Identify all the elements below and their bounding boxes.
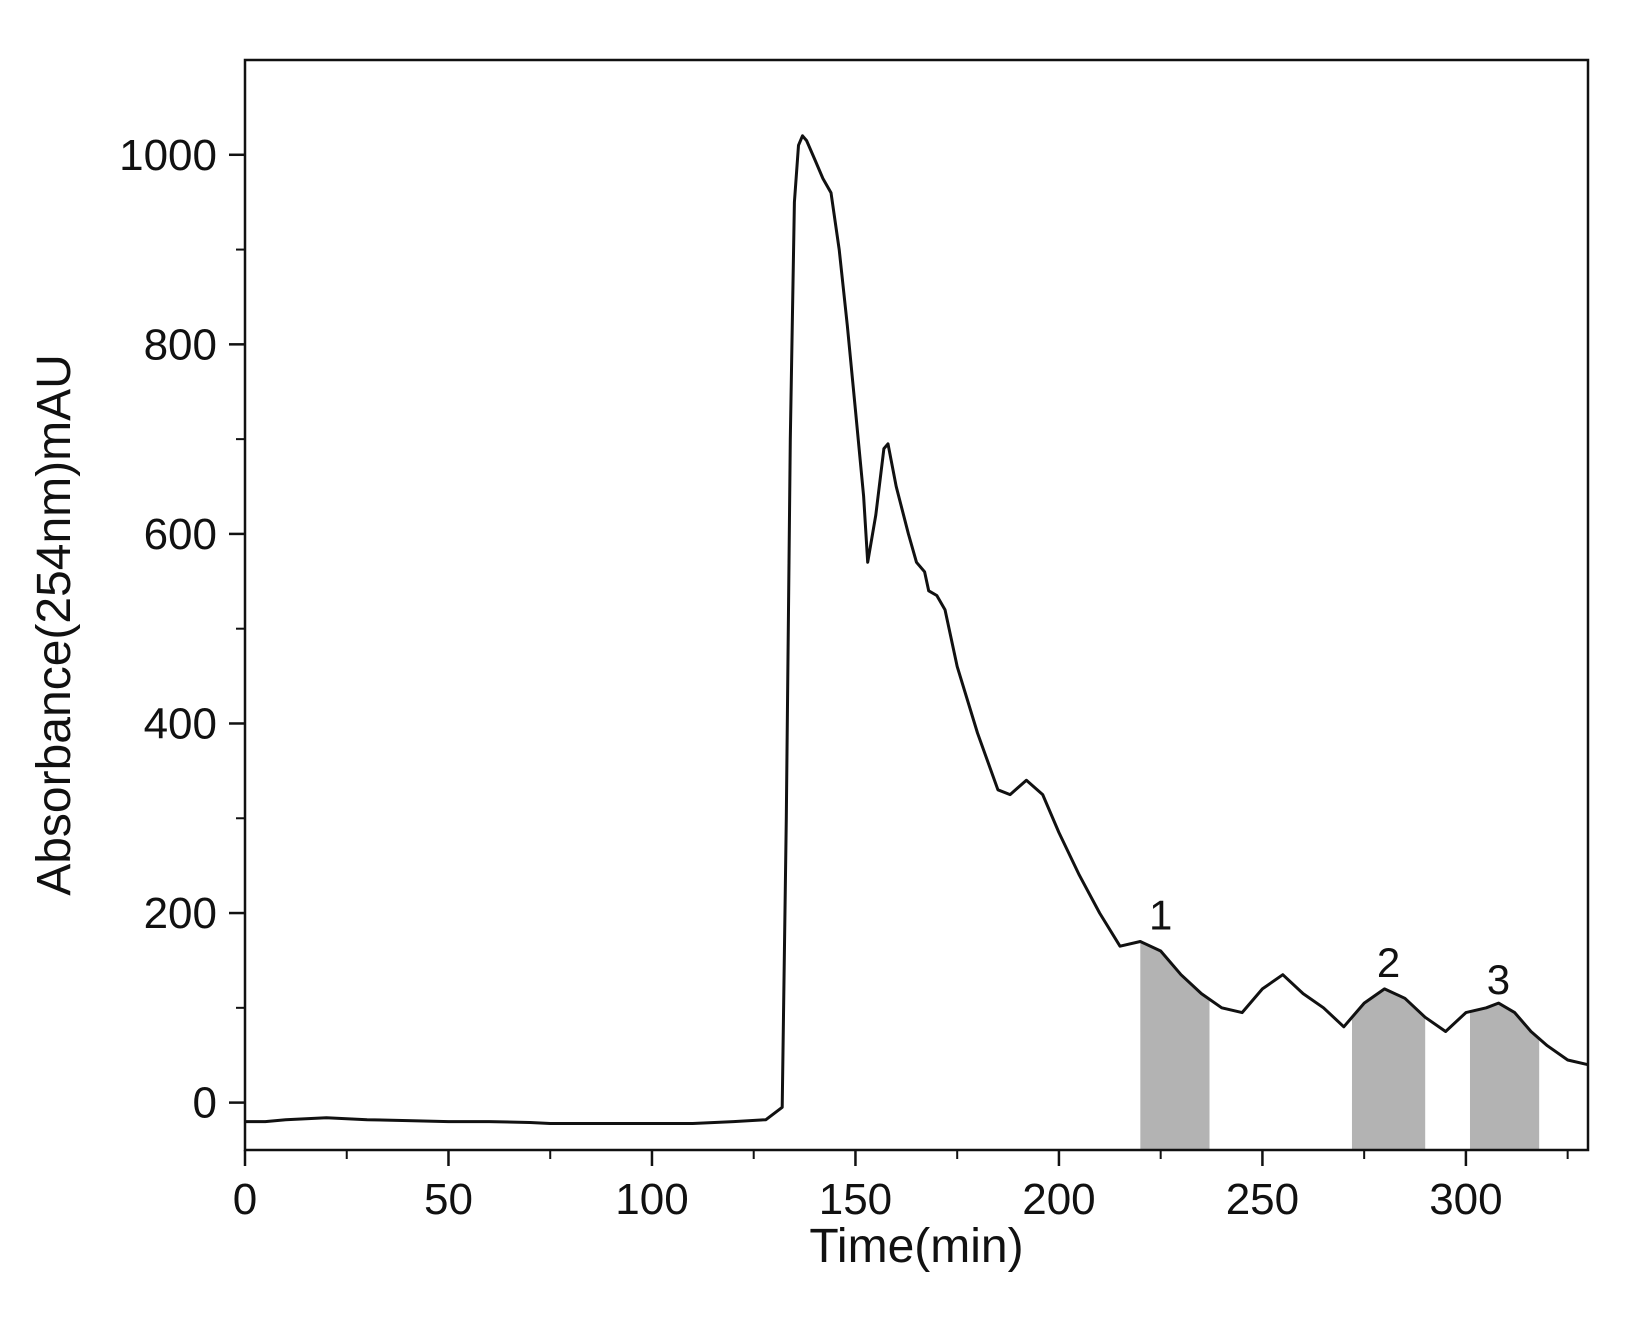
x-tick-label: 100 xyxy=(615,1175,688,1224)
series-line xyxy=(245,134,1589,1125)
shaded-fractions xyxy=(1140,941,1540,1150)
y-tick-label: 1000 xyxy=(119,131,217,180)
fraction-label-2: 2 xyxy=(1377,939,1400,986)
x-tick-label: 150 xyxy=(819,1175,892,1224)
fraction-fill-1 xyxy=(1140,941,1210,1150)
tick-labels: 0 50 100 150 200 250 300 0 200 400 600 800 1000 xyxy=(119,131,1503,1224)
x-tick-label: 250 xyxy=(1226,1175,1299,1224)
absorbance-trace xyxy=(245,134,1589,1125)
plot-frame xyxy=(243,58,1590,1152)
axis-ticks xyxy=(229,153,1569,1166)
y-tick-label: 800 xyxy=(144,320,217,369)
y-axis-title: Absorbance(254nm)mAU xyxy=(28,354,81,896)
y-tick-label: 600 xyxy=(144,510,217,559)
x-tick-label: 200 xyxy=(1022,1175,1095,1224)
x-axis-title: Time(min) xyxy=(809,1220,1023,1273)
x-tick-label: 50 xyxy=(424,1175,473,1224)
fraction-labels: 1 2 3 xyxy=(1149,891,1510,1002)
x-tick-label: 0 xyxy=(233,1175,257,1224)
y-tick-label: 200 xyxy=(144,889,217,938)
y-tick-label: 0 xyxy=(193,1079,217,1128)
y-tick-label: 400 xyxy=(144,699,217,748)
fraction-label-3: 3 xyxy=(1487,956,1510,1003)
fraction-fill-3 xyxy=(1469,1003,1540,1150)
fraction-label-1: 1 xyxy=(1149,891,1172,938)
x-tick-label: 300 xyxy=(1429,1175,1502,1224)
fraction-fill-2 xyxy=(1351,989,1426,1150)
